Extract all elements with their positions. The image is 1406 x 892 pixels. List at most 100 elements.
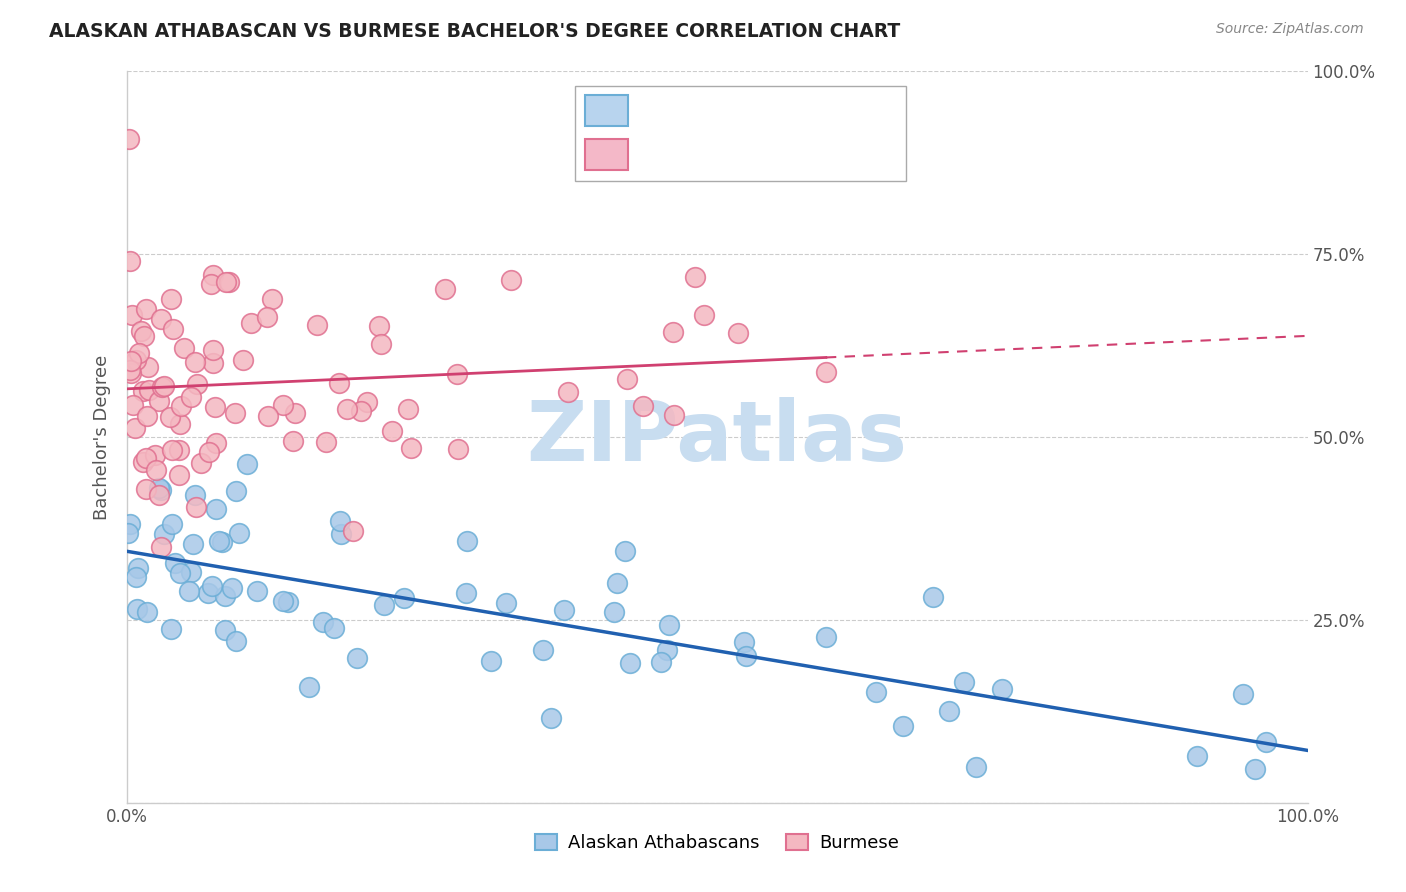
Point bbox=[117, 525, 139, 540]
Point bbox=[603, 605, 626, 619]
Point bbox=[246, 584, 269, 599]
Point bbox=[657, 643, 679, 657]
Point bbox=[201, 578, 224, 592]
Point bbox=[329, 514, 352, 528]
Point bbox=[204, 401, 226, 415]
Point bbox=[202, 268, 225, 283]
Point bbox=[162, 516, 184, 531]
Point bbox=[120, 517, 142, 532]
Point bbox=[1185, 749, 1208, 764]
Point bbox=[145, 462, 167, 476]
Point bbox=[120, 254, 142, 268]
Point bbox=[662, 408, 685, 422]
Point bbox=[200, 277, 222, 292]
Point bbox=[152, 526, 174, 541]
Point bbox=[117, 132, 139, 146]
Point bbox=[118, 363, 141, 377]
Point bbox=[136, 359, 159, 374]
Point bbox=[336, 402, 359, 417]
Point bbox=[256, 409, 278, 423]
Point bbox=[1244, 762, 1267, 776]
Point bbox=[211, 535, 233, 549]
Point bbox=[122, 398, 145, 412]
Point bbox=[214, 590, 236, 604]
Point bbox=[953, 674, 976, 689]
Point bbox=[121, 308, 143, 322]
Point bbox=[149, 483, 172, 497]
Point bbox=[305, 318, 328, 333]
Point bbox=[815, 630, 838, 644]
Point bbox=[495, 596, 517, 610]
Point bbox=[150, 380, 173, 394]
Point bbox=[124, 421, 146, 435]
Point bbox=[134, 329, 156, 343]
Point bbox=[197, 586, 219, 600]
Text: ZIPatlas: ZIPatlas bbox=[527, 397, 907, 477]
Point bbox=[173, 342, 195, 356]
Point bbox=[356, 394, 378, 409]
Point bbox=[169, 417, 191, 432]
Point bbox=[373, 599, 395, 613]
Point bbox=[330, 526, 353, 541]
Point bbox=[160, 623, 183, 637]
Point bbox=[456, 533, 478, 548]
Point bbox=[323, 621, 346, 635]
Point bbox=[214, 624, 236, 638]
Point bbox=[134, 483, 156, 497]
Point bbox=[479, 654, 502, 668]
Point bbox=[533, 643, 555, 657]
Point bbox=[614, 543, 637, 558]
Point bbox=[131, 454, 153, 468]
Point bbox=[163, 557, 186, 571]
Point bbox=[239, 316, 262, 330]
Point bbox=[1256, 735, 1278, 749]
Point bbox=[149, 312, 172, 326]
Point bbox=[394, 591, 416, 605]
Point bbox=[181, 536, 204, 550]
Point bbox=[197, 444, 219, 458]
Point bbox=[167, 467, 190, 482]
Point bbox=[965, 760, 987, 774]
Point bbox=[120, 354, 142, 368]
Point bbox=[342, 524, 364, 538]
Point bbox=[619, 656, 641, 670]
Text: Source: ZipAtlas.com: Source: ZipAtlas.com bbox=[1216, 22, 1364, 37]
Point bbox=[149, 540, 172, 554]
Point bbox=[143, 448, 166, 462]
Point bbox=[284, 406, 307, 420]
Point bbox=[683, 270, 706, 285]
Point bbox=[138, 383, 160, 397]
Point bbox=[865, 685, 887, 699]
Y-axis label: Bachelor's Degree: Bachelor's Degree bbox=[93, 354, 111, 520]
Point bbox=[221, 581, 243, 595]
Point bbox=[201, 356, 224, 370]
Point bbox=[991, 681, 1014, 696]
Point bbox=[160, 292, 183, 306]
Point bbox=[201, 343, 224, 357]
Point bbox=[205, 501, 228, 516]
Point bbox=[557, 385, 579, 400]
Point bbox=[128, 345, 150, 359]
Point bbox=[131, 384, 153, 399]
Point bbox=[125, 570, 148, 584]
Point bbox=[540, 711, 562, 725]
Point bbox=[207, 534, 229, 549]
Point bbox=[162, 322, 184, 336]
Point bbox=[218, 275, 240, 289]
Point bbox=[922, 590, 945, 604]
Point bbox=[169, 566, 191, 580]
Point bbox=[399, 441, 422, 455]
Point bbox=[315, 435, 337, 450]
Point bbox=[127, 561, 149, 575]
Text: ALASKAN ATHABASCAN VS BURMESE BACHELOR'S DEGREE CORRELATION CHART: ALASKAN ATHABASCAN VS BURMESE BACHELOR'S… bbox=[49, 22, 900, 41]
Point bbox=[891, 719, 914, 733]
Point bbox=[938, 704, 960, 718]
Point bbox=[127, 601, 149, 615]
Point bbox=[135, 605, 157, 619]
Point bbox=[180, 390, 202, 404]
Point bbox=[501, 273, 523, 287]
Point bbox=[734, 649, 756, 664]
Point bbox=[169, 442, 191, 457]
Point bbox=[814, 365, 837, 379]
Point bbox=[225, 634, 247, 648]
